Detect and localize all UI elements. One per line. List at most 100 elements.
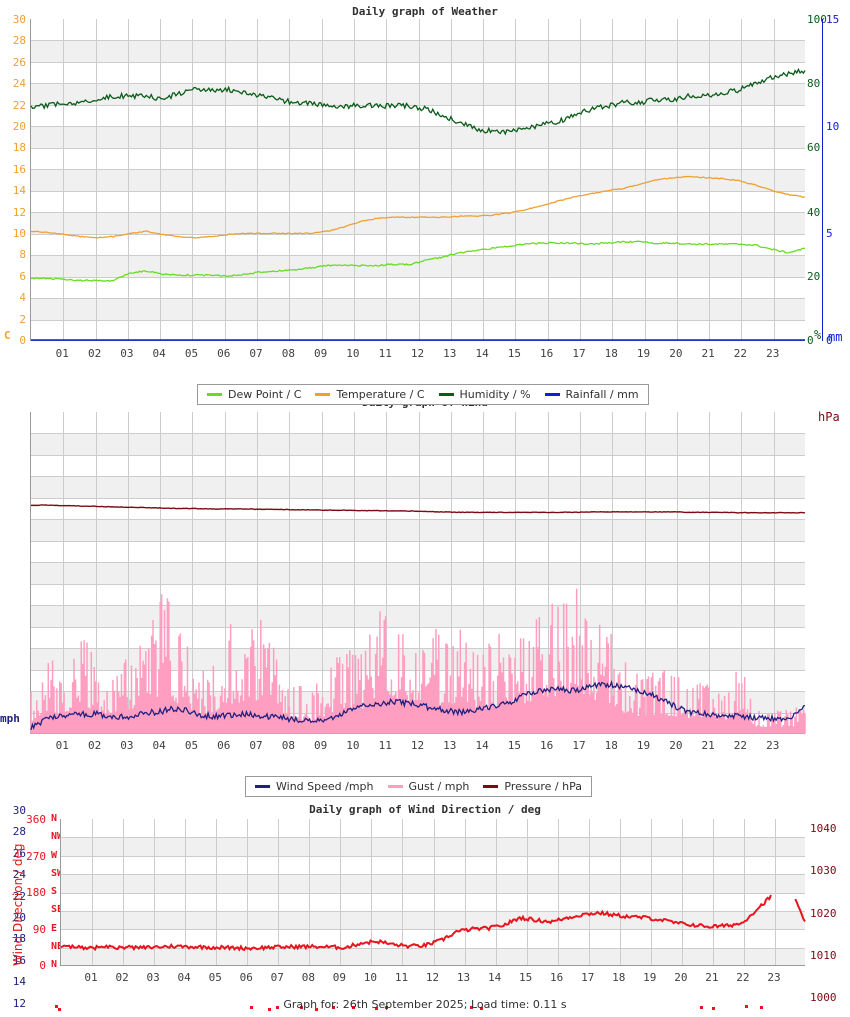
- y-axis-tick: 28: [12, 825, 26, 839]
- plot-vgrid: [257, 19, 258, 341]
- y-axis-tick: 5: [826, 227, 833, 240]
- direction-y-axis-label: Wind Direction / deg: [11, 843, 25, 966]
- compass-tick: N: [51, 959, 58, 970]
- plot-vgrid: [371, 819, 372, 966]
- plot-vgrid: [96, 19, 97, 341]
- weather-humidity-axis-unit: %: [814, 328, 822, 342]
- weather-rainfall-axis-line: [822, 19, 823, 341]
- y-axis-tick: 12: [12, 205, 26, 219]
- legend-label: Rainfall / mm: [565, 388, 639, 401]
- plot-hgrid: [31, 126, 805, 127]
- y-axis-tick: 60: [807, 141, 821, 155]
- x-axis-tick: 04: [152, 739, 166, 752]
- weather-rainfall-axis-unit: mm: [828, 330, 843, 344]
- y-axis-tick: 0: [826, 334, 833, 347]
- legend-swatch-0: [207, 393, 222, 396]
- x-axis-tick: 04: [177, 971, 191, 984]
- plot-hgrid: [61, 856, 805, 857]
- plot-hgrid: [31, 255, 805, 256]
- y-axis-tick: 10: [12, 227, 26, 240]
- plot-hgrid: [61, 911, 805, 912]
- y-axis-tick: 80: [807, 77, 821, 91]
- plot-hgrid: [61, 837, 805, 838]
- plot-hgrid: [31, 83, 805, 84]
- legend-item: Pressure / hPa: [483, 780, 582, 793]
- plot-vgrid: [774, 412, 775, 734]
- x-axis-tick: 05: [184, 739, 199, 752]
- x-axis-tick: 01: [55, 739, 69, 752]
- plot-hgrid: [31, 498, 805, 499]
- plot-vgrid: [589, 819, 590, 966]
- plot-vgrid: [677, 412, 678, 734]
- plot-vgrid: [257, 412, 258, 734]
- plot-vgrid: [354, 19, 355, 341]
- x-axis-tick: 16: [540, 347, 554, 360]
- plot-vgrid: [278, 819, 279, 966]
- y-axis-tick: 0: [39, 959, 46, 972]
- x-axis-tick: 13: [456, 971, 471, 984]
- plot-vgrid: [225, 412, 226, 734]
- plot-hgrid: [31, 670, 805, 671]
- overflow-dot: [385, 1006, 388, 1009]
- temperature-line: [30, 175, 806, 239]
- x-axis-tick: 11: [394, 971, 409, 984]
- wind-legend: Wind Speed /mph Gust / mph Pressure / hPa: [245, 776, 592, 797]
- x-axis-tick: 12: [425, 971, 440, 984]
- pressure-line: [31, 504, 805, 514]
- plot-hgrid: [31, 277, 805, 278]
- plot-hgrid: [31, 320, 805, 321]
- plot-vgrid: [741, 19, 742, 341]
- plot-vgrid: [63, 19, 64, 341]
- x-axis-tick: 09: [332, 971, 346, 984]
- x-axis-tick: 12: [410, 347, 425, 360]
- overflow-dot: [250, 1006, 253, 1009]
- legend-label: Humidity / %: [459, 388, 531, 401]
- x-axis-tick: 07: [249, 739, 263, 752]
- plot-vgrid: [160, 412, 161, 734]
- plot-hgrid: [31, 433, 805, 434]
- x-axis-tick: 21: [705, 971, 719, 984]
- plot-hgrid: [31, 605, 805, 606]
- legend-item: Rainfall / mm: [544, 388, 639, 401]
- compass-tick: W: [51, 849, 58, 861]
- plot-vgrid: [322, 412, 323, 734]
- plot-vgrid: [775, 819, 776, 966]
- legend-swatch-3: [544, 393, 560, 396]
- plot-band: [31, 169, 805, 191]
- wind-series-svg: [30, 504, 806, 734]
- x-axis-tick: 13: [443, 739, 457, 752]
- x-axis-tick: 01: [84, 971, 98, 984]
- y-axis-tick: 15: [826, 13, 840, 26]
- legend-swatch-0: [255, 785, 270, 788]
- plot-band: [31, 562, 805, 584]
- x-axis-tick: 03: [120, 347, 134, 360]
- plot-vgrid: [128, 19, 129, 341]
- overflow-dot: [760, 1006, 763, 1009]
- plot-vgrid: [354, 412, 355, 734]
- x-axis-tick: 05: [208, 971, 222, 984]
- y-axis-tick: 16: [12, 162, 26, 176]
- plot-vgrid: [677, 19, 678, 341]
- y-axis-tick: 100: [807, 13, 827, 26]
- y-axis-tick: 20: [12, 120, 26, 133]
- x-axis-tick: 22: [733, 347, 748, 360]
- x-axis-tick: 23: [767, 971, 781, 984]
- plot-vgrid: [558, 819, 559, 966]
- plot-vgrid: [322, 19, 323, 341]
- plot-vgrid: [192, 19, 193, 341]
- legend-item: Dew Point / C: [207, 388, 301, 401]
- legend-swatch-2: [483, 785, 499, 788]
- x-axis-tick: 15: [507, 347, 521, 360]
- x-axis-tick: 02: [87, 739, 102, 752]
- plot-band: [31, 605, 805, 627]
- plot-vgrid: [192, 412, 193, 734]
- x-axis-tick: 11: [378, 739, 392, 752]
- plot-vgrid: [774, 19, 775, 341]
- overflow-dot: [276, 1006, 279, 1009]
- x-axis-tick: 18: [604, 739, 618, 752]
- x-axis-tick: 19: [643, 971, 657, 984]
- wind-direction-trace: [60, 894, 806, 952]
- y-axis-tick: 24: [12, 868, 26, 882]
- weather-chart-block: Daily graph of Weather 30 28 26 24 22 20 18 16 1…: [0, 0, 850, 405]
- compass-tick: N: [51, 813, 58, 824]
